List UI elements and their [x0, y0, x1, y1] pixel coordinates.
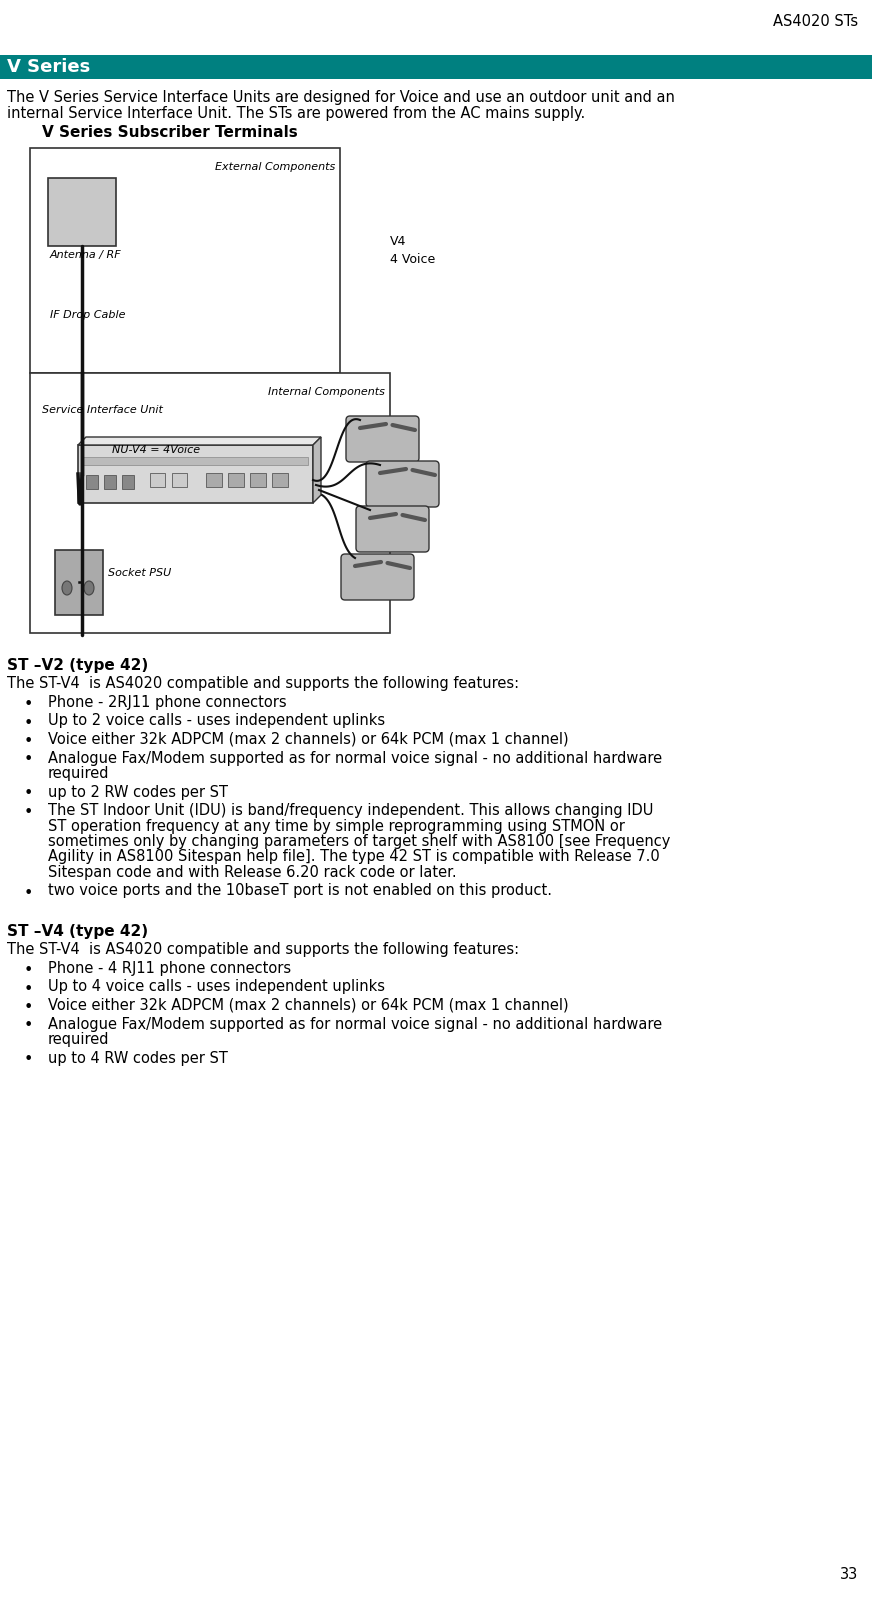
FancyBboxPatch shape — [366, 461, 439, 507]
Bar — [250, 473, 266, 488]
Text: Analogue Fax/Modem supported as for normal voice signal - no additional hardware: Analogue Fax/Modem supported as for norm… — [48, 1017, 662, 1031]
FancyBboxPatch shape — [356, 505, 429, 552]
Ellipse shape — [62, 580, 72, 595]
Text: V4
4 Voice: V4 4 Voice — [390, 235, 435, 265]
Bar — [48, 177, 116, 246]
Text: •: • — [24, 886, 32, 900]
Text: required: required — [48, 766, 110, 780]
Text: NU-V4 = 4Voice: NU-V4 = 4Voice — [112, 445, 201, 456]
Text: Agility in AS8100 Sitespan help file]. The type 42 ST is compatible with Release: Agility in AS8100 Sitespan help file]. T… — [48, 849, 660, 865]
Text: Voice either 32k ADPCM (max 2 channels) or 64k PCM (max 1 channel): Voice either 32k ADPCM (max 2 channels) … — [48, 732, 569, 747]
Text: ST operation frequency at any time by simple reprogramming using STMON or: ST operation frequency at any time by si… — [48, 819, 625, 833]
Text: ST –V2 (type 42): ST –V2 (type 42) — [7, 659, 148, 673]
Text: AS4020 STs: AS4020 STs — [773, 14, 858, 29]
Text: ST –V4 (type 42): ST –V4 (type 42) — [7, 924, 148, 939]
Text: internal Service Interface Unit. The STs are powered from the AC mains supply.: internal Service Interface Unit. The STs… — [7, 106, 585, 122]
Bar — [172, 473, 187, 488]
Text: •: • — [24, 1052, 32, 1068]
Bar — [0, 54, 872, 78]
Text: Service Interface Unit: Service Interface Unit — [42, 405, 163, 416]
Text: •: • — [24, 804, 32, 820]
Text: up to 4 RW codes per ST: up to 4 RW codes per ST — [48, 1051, 228, 1065]
Polygon shape — [78, 437, 321, 445]
Text: Up to 2 voice calls - uses independent uplinks: Up to 2 voice calls - uses independent u… — [48, 713, 385, 729]
Text: •: • — [24, 963, 32, 979]
Text: Up to 4 voice calls - uses independent uplinks: Up to 4 voice calls - uses independent u… — [48, 980, 385, 995]
Text: two voice ports and the 10baseT port is not enabled on this product.: two voice ports and the 10baseT port is … — [48, 884, 552, 899]
Text: The ST-V4  is AS4020 compatible and supports the following features:: The ST-V4 is AS4020 compatible and suppo… — [7, 942, 519, 956]
Bar — [83, 457, 308, 465]
Text: The ST Indoor Unit (IDU) is band/frequency independent. This allows changing IDU: The ST Indoor Unit (IDU) is band/frequen… — [48, 803, 653, 819]
Text: Sitespan code and with Release 6.20 rack code or later.: Sitespan code and with Release 6.20 rack… — [48, 865, 457, 879]
Text: •: • — [24, 734, 32, 748]
FancyBboxPatch shape — [346, 416, 419, 462]
Text: sometimes only by changing parameters of target shelf with AS8100 [see Frequency: sometimes only by changing parameters of… — [48, 835, 671, 849]
Text: •: • — [24, 982, 32, 996]
Text: •: • — [24, 1019, 32, 1033]
Text: •: • — [24, 753, 32, 768]
Text: The V Series Service Interface Units are designed for Voice and use an outdoor u: The V Series Service Interface Units are… — [7, 90, 675, 106]
FancyBboxPatch shape — [341, 553, 414, 600]
Bar — [55, 550, 103, 616]
Text: required: required — [48, 1031, 110, 1047]
Text: Analogue Fax/Modem supported as for normal voice signal - no additional hardware: Analogue Fax/Modem supported as for norm… — [48, 750, 662, 766]
Text: Antenna / RF: Antenna / RF — [50, 249, 121, 261]
Polygon shape — [313, 437, 321, 504]
Bar — [122, 475, 134, 489]
Bar — [150, 473, 165, 488]
Bar — [228, 473, 244, 488]
Bar — [206, 473, 222, 488]
Bar — [78, 445, 313, 504]
Text: IF Drop Cable: IF Drop Cable — [50, 310, 126, 320]
Text: up to 2 RW codes per ST: up to 2 RW codes per ST — [48, 785, 228, 800]
Text: •: • — [24, 697, 32, 712]
Text: External Components: External Components — [215, 161, 335, 173]
Ellipse shape — [84, 580, 94, 595]
Text: •: • — [24, 787, 32, 801]
Text: V Series: V Series — [7, 58, 90, 77]
Text: The ST-V4  is AS4020 compatible and supports the following features:: The ST-V4 is AS4020 compatible and suppo… — [7, 676, 519, 691]
Bar — [30, 149, 340, 373]
Text: 33: 33 — [840, 1567, 858, 1581]
Text: Voice either 32k ADPCM (max 2 channels) or 64k PCM (max 1 channel): Voice either 32k ADPCM (max 2 channels) … — [48, 998, 569, 1014]
Bar — [30, 373, 390, 633]
Text: Socket PSU: Socket PSU — [108, 568, 171, 577]
Bar — [104, 475, 116, 489]
Text: •: • — [24, 999, 32, 1015]
Text: Phone - 4 RJ11 phone connectors: Phone - 4 RJ11 phone connectors — [48, 961, 291, 975]
Text: Internal Components: Internal Components — [268, 387, 385, 397]
Text: •: • — [24, 715, 32, 731]
Bar — [272, 473, 288, 488]
Text: V Series Subscriber Terminals: V Series Subscriber Terminals — [42, 125, 297, 141]
Text: Phone - 2RJ11 phone connectors: Phone - 2RJ11 phone connectors — [48, 696, 287, 710]
Bar — [86, 475, 98, 489]
